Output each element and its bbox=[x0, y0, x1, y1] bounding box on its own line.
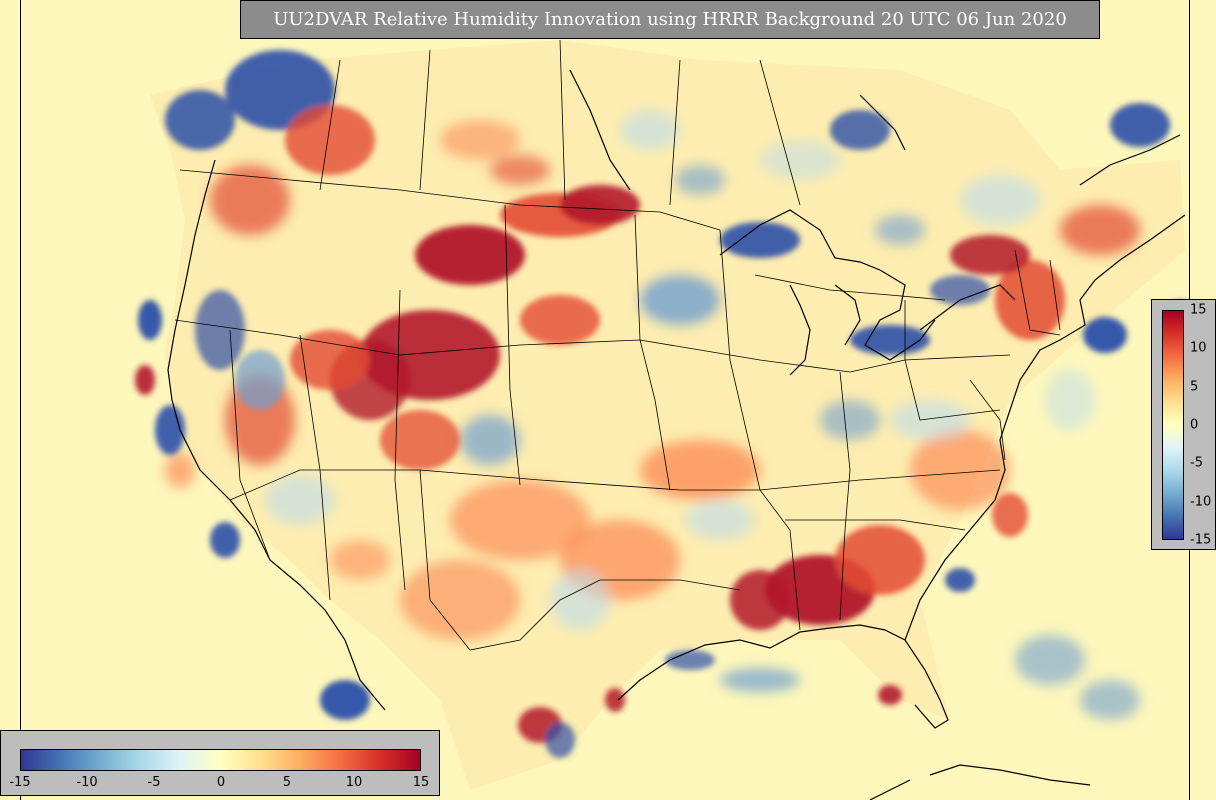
hcbar-tick-label: -5 bbox=[147, 775, 161, 790]
innovation-blob bbox=[450, 480, 590, 560]
innovation-blob bbox=[138, 300, 162, 340]
map-title: UU2DVAR Relative Humidity Innovation usi… bbox=[240, 0, 1100, 39]
vcbar-tick-label: -10 bbox=[1190, 494, 1212, 510]
innovation-blob bbox=[675, 165, 725, 195]
vcbar-tick-label: -5 bbox=[1190, 455, 1203, 471]
innovation-blob bbox=[1083, 317, 1127, 353]
innovation-blob bbox=[720, 668, 800, 692]
innovation-blob bbox=[290, 330, 370, 390]
vertical-colorbar-gradient bbox=[1162, 310, 1184, 540]
innovation-blob bbox=[155, 405, 185, 455]
innovation-blob bbox=[380, 410, 460, 470]
hcbar-tick-label: 5 bbox=[282, 775, 292, 790]
innovation-blob bbox=[440, 120, 520, 160]
innovation-blob bbox=[890, 400, 970, 440]
innovation-blob bbox=[720, 222, 800, 258]
innovation-blob bbox=[235, 350, 285, 410]
innovation-blob bbox=[995, 260, 1065, 340]
hcbar-tick-label: -15 bbox=[9, 775, 31, 790]
hcbar-tick-label: -10 bbox=[76, 775, 98, 790]
innovation-blob bbox=[878, 685, 902, 705]
innovation-blob bbox=[165, 452, 195, 488]
innovation-blob bbox=[545, 722, 575, 758]
innovation-blob bbox=[135, 365, 155, 395]
vcbar-tick-label: -15 bbox=[1190, 532, 1212, 548]
innovation-blob bbox=[400, 560, 520, 640]
innovation-blob bbox=[560, 185, 640, 225]
innovation-blob bbox=[285, 105, 375, 175]
innovation-blob bbox=[945, 568, 975, 592]
innovation-blob bbox=[820, 400, 880, 440]
innovation-blob bbox=[830, 110, 890, 150]
innovation-blob bbox=[910, 430, 1010, 510]
innovation-blob bbox=[460, 415, 520, 465]
innovation-blob bbox=[930, 275, 990, 305]
vcbar-tick-label: 5 bbox=[1190, 379, 1199, 395]
innovation-blob bbox=[1060, 205, 1140, 255]
hcbar-tick-label: 10 bbox=[345, 775, 363, 790]
innovation-blob bbox=[992, 493, 1028, 537]
vcbar-tick-label: 15 bbox=[1190, 302, 1207, 318]
innovation-blob bbox=[330, 540, 390, 580]
innovation-blob bbox=[1080, 680, 1140, 720]
innovation-blob bbox=[950, 235, 1030, 275]
vcbar-tick-label: 10 bbox=[1190, 340, 1207, 356]
innovation-blob bbox=[685, 500, 755, 540]
innovation-blob bbox=[730, 570, 790, 630]
innovation-blob bbox=[1110, 103, 1170, 147]
innovation-blob bbox=[320, 680, 370, 720]
innovation-blob bbox=[490, 155, 550, 185]
innovation-blob bbox=[760, 140, 840, 180]
innovation-blob bbox=[165, 90, 235, 150]
innovation-blob bbox=[620, 110, 680, 150]
innovation-blob bbox=[550, 570, 610, 630]
innovation-blob bbox=[850, 325, 930, 355]
vertical-colorbar: 15 10 5 0 -5 -10 -15 bbox=[1151, 299, 1216, 550]
innovation-blob bbox=[1045, 370, 1095, 430]
innovation-blob bbox=[605, 688, 625, 712]
map-frame-left bbox=[20, 0, 21, 800]
innovation-blob bbox=[210, 522, 240, 558]
hcbar-tick-label: 0 bbox=[216, 775, 226, 790]
innovation-blob bbox=[210, 165, 290, 235]
innovation-blob bbox=[415, 225, 525, 285]
innovation-blob bbox=[265, 475, 335, 525]
hcbar-tick-label: 15 bbox=[412, 775, 430, 790]
vcbar-tick-label: 0 bbox=[1190, 417, 1199, 433]
innovation-blob bbox=[520, 295, 600, 345]
innovation-blob bbox=[640, 275, 720, 325]
innovation-blob bbox=[835, 525, 925, 595]
horizontal-colorbar: -15 -10 -5 0 5 10 15 bbox=[0, 730, 440, 796]
innovation-blob bbox=[195, 290, 245, 370]
innovation-blob bbox=[1015, 635, 1085, 685]
innovation-blob bbox=[875, 215, 925, 245]
horizontal-colorbar-gradient bbox=[20, 749, 421, 771]
innovation-blob bbox=[960, 175, 1040, 225]
innovation-blob bbox=[665, 650, 715, 670]
innovation-blob bbox=[640, 440, 760, 500]
